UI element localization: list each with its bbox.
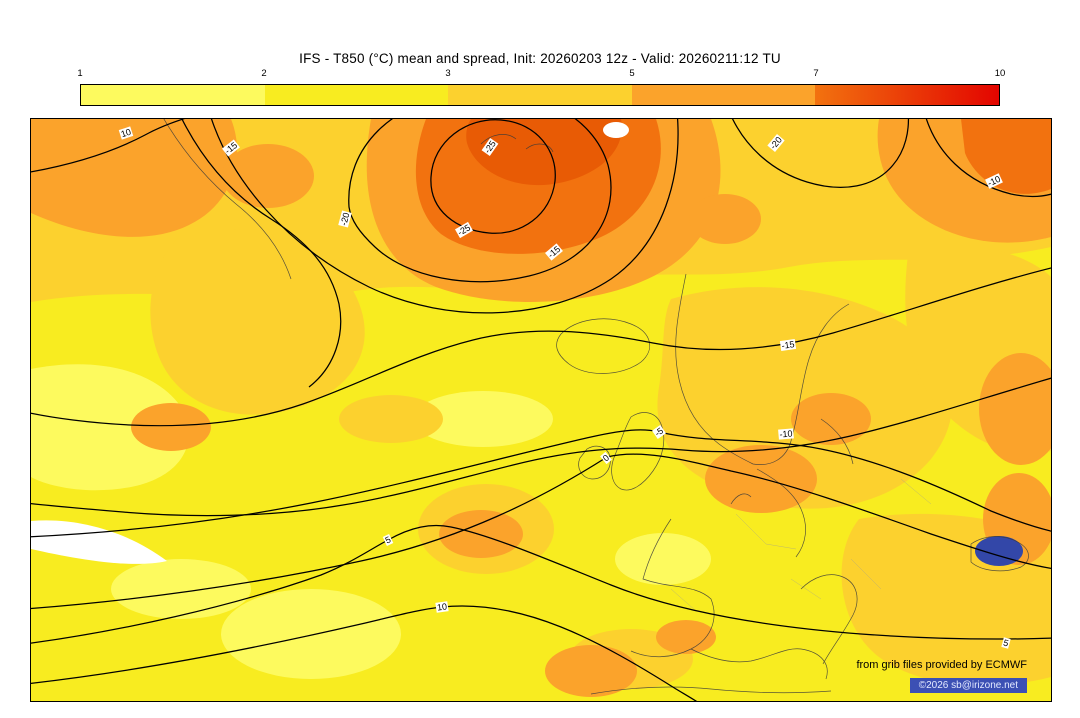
spread-max-core xyxy=(466,119,622,186)
colorbar-tick: 2 xyxy=(261,68,267,79)
spread-below-1-patches xyxy=(31,122,629,564)
map-canvas xyxy=(31,119,1051,701)
sea-patch xyxy=(975,536,1023,566)
credit-ecmwf: from grib files provided by ECMWF xyxy=(856,659,1027,671)
t850-contours xyxy=(31,119,1051,701)
country-borders xyxy=(670,478,932,612)
credit-copyright: ©2026 sb@irizone.net xyxy=(909,678,1027,693)
map-area: 10 -15 -25 -20 -25 -15 -20 -10 -15 -10 -5 0 5 10 5 fro… xyxy=(30,118,1052,702)
colorbar-tick: 1 xyxy=(77,68,83,79)
colorbar-tick: 3 xyxy=(445,68,451,79)
map-title: IFS - T850 (°C) mean and spread, Init: 2… xyxy=(299,51,781,66)
colorbar-tick: 10 xyxy=(994,68,1006,79)
colorbar-segment xyxy=(264,85,449,105)
colorbar-segment xyxy=(448,85,632,105)
colorbar-tick: 7 xyxy=(813,68,819,79)
colorbar-tick: 5 xyxy=(629,68,635,79)
colorbar-ticks: 1 2 3 5 7 10 xyxy=(77,68,1005,80)
coastlines xyxy=(163,119,1029,695)
colorbar-segment xyxy=(631,85,816,105)
spread-1-2-patches xyxy=(31,203,711,679)
colorbar-segment xyxy=(815,85,999,105)
colorbar-segment xyxy=(81,85,265,105)
colorbar-scale xyxy=(80,84,1000,106)
